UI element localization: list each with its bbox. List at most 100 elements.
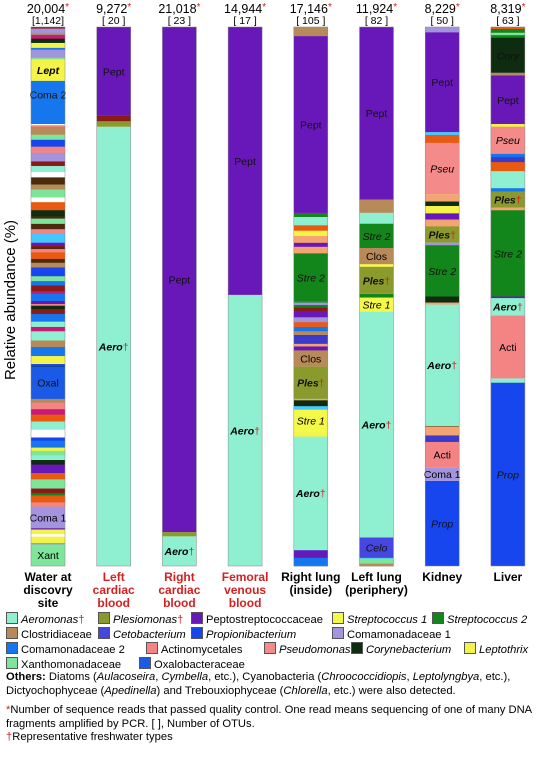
segment-label: Prop xyxy=(431,518,453,530)
asterisk-mark: * xyxy=(262,2,266,13)
bar-strip xyxy=(31,246,65,250)
bar-strip xyxy=(31,161,65,166)
others-note: Others: Diatoms (Aulacoseira, Cymbella, … xyxy=(6,671,546,698)
segment-pseudomonas xyxy=(425,142,460,195)
segment-aeromonas xyxy=(293,436,328,550)
bar-outline xyxy=(96,26,131,567)
legend-label: Peptostreptococcaceae xyxy=(206,614,323,626)
column-label-line: (periphery) xyxy=(345,583,408,597)
legend-label: Propionibacterium xyxy=(206,629,297,641)
column-label-line: cardiac xyxy=(158,583,200,597)
bar-strip xyxy=(31,177,65,185)
bar-strip xyxy=(31,258,65,263)
bar-strip xyxy=(293,304,328,308)
legend-swatch xyxy=(191,627,203,639)
segment-label: Aero† xyxy=(492,302,523,314)
segment-label: Aero† xyxy=(295,488,326,500)
bar-strip xyxy=(425,194,460,202)
dagger-mark: † xyxy=(451,360,457,372)
segment-label: Celo xyxy=(366,543,388,555)
bar-strip xyxy=(293,311,328,318)
bar-strip xyxy=(31,405,65,410)
column-label-line: cardiac xyxy=(93,583,135,597)
bar-column: Aero† Pept xyxy=(227,26,263,567)
legend-item: Comamonadaceae 1 xyxy=(332,627,451,643)
segment-label: Oxal xyxy=(37,378,59,390)
bar-strip xyxy=(31,139,65,147)
bar-strip xyxy=(425,213,460,220)
bar-strip xyxy=(31,421,65,430)
segment-label-text: Aero xyxy=(492,302,518,314)
bar-strip xyxy=(31,492,65,496)
segment-label: Stre 2 xyxy=(428,266,456,278)
segment-plesiomonas xyxy=(96,121,131,127)
legend-swatch xyxy=(6,612,18,624)
bar-strip xyxy=(359,264,394,268)
segment-plesiomonas xyxy=(490,191,525,208)
bar-strip xyxy=(293,242,328,247)
dagger-mark: † xyxy=(386,420,392,432)
legend-label: Clostridiaceae xyxy=(21,629,92,641)
segment-label: Ples† xyxy=(297,378,325,390)
bar-strip xyxy=(31,189,65,198)
bar-strip xyxy=(31,201,65,211)
legend-swatch xyxy=(146,642,158,654)
bar-strip xyxy=(293,346,328,351)
segment-aeromonas xyxy=(359,311,394,538)
column-label-line: discovry xyxy=(23,583,73,597)
bar-strip xyxy=(425,219,460,227)
legend-swatch xyxy=(191,612,203,624)
stacked-bar-chart: Relative abundance (%) Xant Coma 1 Oxal Com… xyxy=(2,2,526,610)
y-axis-label: Relative abundance (%) xyxy=(2,220,19,380)
column-label-line: venous xyxy=(224,583,266,597)
column-label-line: Right xyxy=(164,570,195,584)
taxon-name: Chlorella xyxy=(283,684,328,697)
bar-strip xyxy=(31,455,65,461)
segment-label: Stre 1 xyxy=(362,300,390,312)
dagger-mark: † xyxy=(450,230,456,242)
bar-strip xyxy=(31,488,65,494)
legend-item: Streptococcus 1 xyxy=(332,612,427,628)
bar-strip xyxy=(359,557,394,559)
bar-strip xyxy=(293,549,328,558)
legend-item: Cetobacterium xyxy=(98,627,186,643)
bar-strip xyxy=(31,267,65,277)
legend-swatch xyxy=(139,657,151,669)
segment-actinomycetales xyxy=(425,442,460,468)
segment-label-text: Ples xyxy=(494,194,516,206)
legend-item: Clostridiaceae xyxy=(6,627,92,643)
bar-strip xyxy=(31,285,65,292)
bar-strip xyxy=(31,293,65,302)
bar-strip xyxy=(31,402,65,406)
read-count-value: 8,319 xyxy=(490,2,521,16)
taxon-name: Chroococcidiopis xyxy=(321,671,407,683)
column-label-line: Left lung xyxy=(351,570,402,584)
legend-swatch xyxy=(6,627,18,639)
taxon-name: Aulacoseira xyxy=(96,671,156,683)
dagger-mark: † xyxy=(319,378,325,390)
otu-count: [ 105 ] xyxy=(296,15,325,27)
otu-count: [1,142] xyxy=(32,15,64,27)
bar-strip xyxy=(293,216,328,226)
bar-strip xyxy=(293,307,328,312)
asterisk-mark: * xyxy=(522,2,526,13)
bar-strip xyxy=(31,328,65,332)
legend-label: Streptococcus 1 xyxy=(347,614,428,626)
bar-strip xyxy=(490,153,525,158)
segment-aeromonas xyxy=(490,298,525,316)
legend-swatch xyxy=(6,642,18,654)
legend-swatch xyxy=(332,612,344,624)
asterisk-mark: * xyxy=(197,2,201,13)
segment-label: Coma 2 xyxy=(30,89,67,101)
segment-label: Aero† xyxy=(229,425,260,437)
bar-strip xyxy=(490,161,525,172)
dagger-mark: † xyxy=(384,275,390,287)
column-headers: 20,004*[1,142]9,272*[ 20 ]21,018*[ 23 ]1… xyxy=(27,2,526,27)
column-labels: Water atdiscovrysiteLeftcardiacbloodRigh… xyxy=(23,570,522,610)
read-count-value: 9,272 xyxy=(96,2,127,16)
bar-strip xyxy=(31,536,65,543)
segment-plesiomonas xyxy=(293,366,328,399)
